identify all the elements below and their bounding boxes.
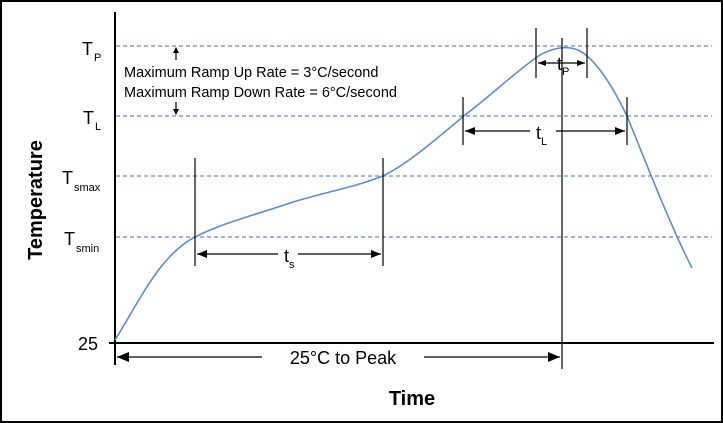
- x-axis-title: Time: [389, 388, 435, 410]
- tp-arrowhead-right: [577, 60, 585, 66]
- peak-arrowhead-left: [117, 352, 129, 362]
- ramp-up-note: Maximum Ramp Up Rate = 3°C/second: [124, 65, 378, 81]
- interval-label-ts: ts: [284, 246, 295, 271]
- interval-label-peak: 25°C to Peak: [290, 348, 397, 368]
- tl-arrowhead-right: [615, 127, 625, 135]
- ts-arrowhead-left: [197, 250, 207, 258]
- tl-arrowhead-left: [465, 127, 475, 135]
- level-label-base: 25: [78, 334, 98, 354]
- level-label-tp: TP: [82, 39, 101, 64]
- interval-label-tl: tL: [536, 123, 547, 148]
- level-label-tsmax: Tsmax: [62, 168, 101, 194]
- peak-arrowhead-right: [548, 352, 560, 362]
- level-label-tsmin: Tsmin: [64, 229, 99, 255]
- level-label-tl: TL: [83, 108, 101, 133]
- y-axis-title: Temperature: [25, 140, 47, 260]
- interval-label-tp: tP: [557, 54, 569, 78]
- ramp-down-arrowhead: [173, 109, 179, 115]
- ramp-down-note: Maximum Ramp Down Rate = 6°C/second: [124, 85, 397, 101]
- tp-arrowhead-left: [538, 60, 546, 66]
- ts-arrowhead-right: [371, 250, 381, 258]
- temperature-profile-curve: [114, 46, 693, 341]
- ramp-up-arrowhead: [173, 47, 179, 53]
